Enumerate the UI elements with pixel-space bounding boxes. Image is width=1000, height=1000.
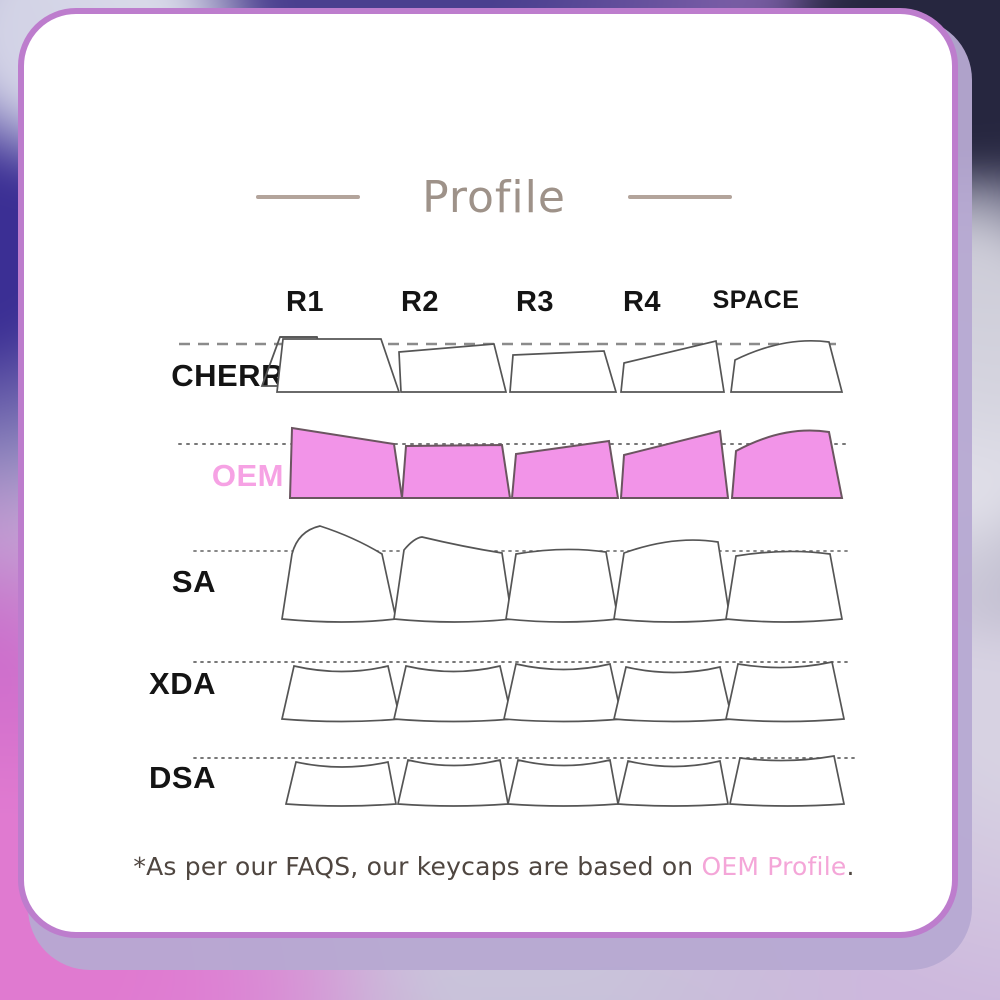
row-label-sa: SA [171, 564, 216, 599]
keycap-dsa-r2 [396, 758, 510, 807]
keycap-cherry-space-shape [730, 339, 844, 393]
keycap-oem-r3 [510, 439, 620, 499]
title-rule-left-icon [256, 195, 361, 199]
keycap-xda-r4 [612, 665, 734, 723]
profile-card: Profile R1 R2 R3 R4 SPACE CHERRY OEM SA … [18, 8, 958, 938]
row-label-dsa: DSA [149, 760, 216, 795]
footnote-lead: *As per our FAQS, our keycaps are based … [133, 852, 702, 881]
keycap-cherry-r2-shape [398, 343, 508, 393]
row-sa [193, 525, 850, 623]
keycap-xda-r2 [392, 664, 514, 723]
footnote: *As per our FAQS, our keycaps are based … [24, 852, 952, 881]
row-cherry-keys [276, 338, 844, 393]
row-label-xda: XDA [149, 666, 216, 701]
keycap-oem-space [730, 429, 844, 499]
profile-diagram-svg [178, 336, 855, 807]
keycap-sa-space [725, 550, 844, 623]
keycap-oem-r2 [400, 443, 512, 499]
column-header-space: SPACE [712, 286, 800, 314]
keycap-profile-chart [24, 14, 952, 932]
row-label-oem: OEM [211, 458, 284, 493]
title-rule-right-icon [627, 195, 732, 199]
column-header-r2: R2 [400, 286, 440, 318]
keycap-sa-r1 [281, 525, 398, 623]
keycap-xda-r1 [280, 664, 402, 723]
row-dsa [193, 755, 855, 807]
keycap-sa-r3 [505, 548, 619, 623]
keycap-sa-r4 [613, 539, 731, 623]
keycap-xda-r3 [502, 662, 624, 723]
row-oem [178, 426, 850, 499]
keycap-oem-r4 [619, 429, 730, 499]
keycap-dsa-r4 [616, 759, 730, 807]
keycap-sa-r2 [393, 536, 513, 623]
footnote-tail: . [846, 852, 855, 881]
keycap-dsa-space [728, 755, 846, 807]
page-title: Profile [422, 171, 566, 223]
card-title-row: Profile [24, 162, 952, 232]
keycap-dsa-r1 [284, 760, 398, 807]
keycap-cherry-r3-shape [509, 350, 618, 393]
keycap-oem-r1 [288, 426, 404, 499]
keycap-dsa-r3 [506, 758, 620, 807]
column-header-r1: R1 [285, 286, 325, 318]
keycap-cherry-r4-shape [620, 339, 725, 393]
column-header-r4: R4 [622, 286, 662, 318]
keycap-cherry-r1-shape [276, 338, 401, 393]
footnote-accent: OEM Profile [701, 852, 847, 881]
row-xda [193, 660, 853, 723]
keycap-xda-space [724, 660, 846, 723]
column-header-r3: R3 [515, 286, 555, 318]
